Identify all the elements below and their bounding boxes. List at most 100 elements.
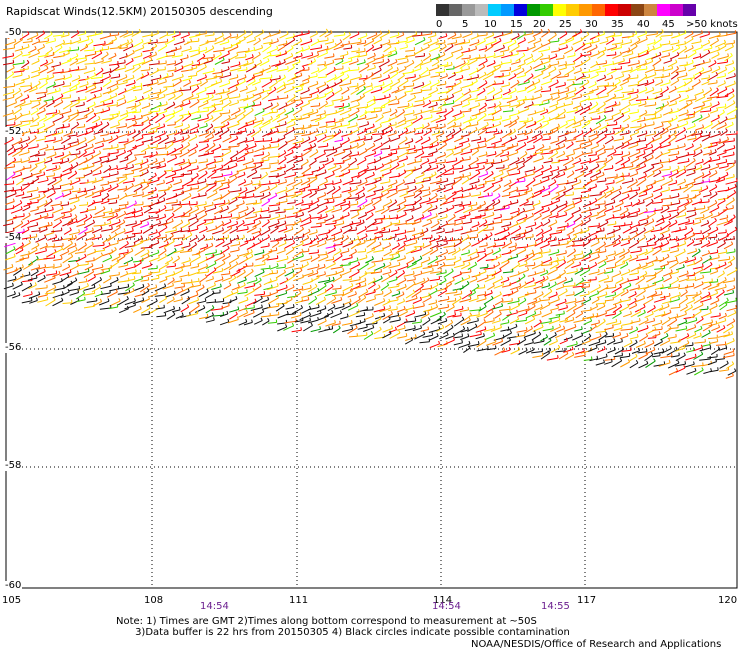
wind-barb <box>661 55 670 58</box>
wind-barb-flag <box>694 64 697 69</box>
wind-barb <box>542 42 551 47</box>
wind-barb <box>182 77 192 82</box>
wind-barb-flag <box>444 81 447 85</box>
wind-barb <box>470 89 480 93</box>
wind-barb <box>116 101 127 107</box>
wind-barb <box>431 61 440 67</box>
wind-barb <box>678 57 687 59</box>
wind-barb <box>348 55 360 60</box>
wind-barb <box>340 69 350 75</box>
wind-barb <box>611 42 623 45</box>
wind-barb <box>477 124 489 131</box>
wind-barb <box>614 75 624 80</box>
wind-barb-flag <box>476 67 479 71</box>
wind-barb-flag <box>442 130 445 134</box>
wind-barb-flag <box>285 102 288 106</box>
wind-barb-flag <box>395 50 398 54</box>
wind-barb-flag <box>100 93 102 97</box>
wind-barb-flag <box>258 127 262 131</box>
wind-barb-flag <box>591 39 594 43</box>
wind-barb <box>611 68 622 71</box>
wind-barb-flag <box>219 112 223 116</box>
wind-barb <box>373 137 383 143</box>
wind-barb-flag <box>381 186 384 190</box>
wind-barb-flag <box>84 137 87 141</box>
wind-barb-flag <box>388 39 391 43</box>
wind-barb-flag <box>117 194 120 198</box>
wind-barb <box>126 98 137 104</box>
wind-barb-flag <box>502 52 505 56</box>
wind-barb <box>189 131 199 135</box>
wind-barb <box>316 84 326 90</box>
wind-barb-flag <box>514 119 518 123</box>
wind-barb <box>259 67 271 73</box>
wind-barb <box>270 104 279 110</box>
wind-barb-flag <box>141 135 144 139</box>
wind-barb <box>134 47 144 52</box>
wind-barb <box>619 80 629 87</box>
wind-barb-flag <box>606 38 609 42</box>
wind-barb-flag <box>45 80 48 84</box>
wind-barb <box>717 55 729 60</box>
wind-barb-flag <box>181 122 184 126</box>
wind-barb <box>590 63 598 69</box>
wind-barb <box>341 139 350 145</box>
wind-barb <box>292 140 304 145</box>
wind-barb <box>372 133 384 136</box>
wind-barb <box>445 131 456 138</box>
wind-barb <box>95 69 104 76</box>
wind-barb-flag <box>70 129 73 133</box>
wind-barb-flag <box>611 107 614 111</box>
wind-barb-flag <box>236 135 239 139</box>
wind-barb <box>117 133 130 138</box>
wind-barb-flag <box>37 58 40 62</box>
wind-barb <box>262 54 272 60</box>
wind-barb-flag <box>262 117 264 121</box>
wind-barb-flag <box>459 127 462 131</box>
wind-barb <box>316 48 329 53</box>
wind-barb-flag <box>174 60 177 64</box>
wind-barb-flag <box>206 99 209 104</box>
wind-barb-flag <box>292 85 295 89</box>
wind-barb-flag <box>87 36 90 40</box>
wind-barb-flag <box>475 78 478 82</box>
wind-barb-flag <box>367 121 370 125</box>
wind-barb-flag <box>165 86 168 90</box>
wind-barb <box>236 130 247 134</box>
wind-barb <box>147 82 159 87</box>
wind-barb <box>123 45 134 52</box>
wind-barb <box>198 97 209 101</box>
wind-barb-flag <box>700 44 703 48</box>
wind-barb-flag <box>390 65 394 69</box>
wind-barb-flag <box>540 134 543 138</box>
wind-barb-flag <box>69 87 72 91</box>
wind-barb <box>725 75 736 80</box>
wind-barb <box>253 91 265 97</box>
wind-barb-flag <box>30 193 33 197</box>
wind-barb-flag <box>452 128 456 132</box>
wind-barb <box>614 88 623 93</box>
wind-barb-flag <box>26 59 30 63</box>
wind-barb <box>395 122 407 128</box>
wind-barb-flag <box>254 116 257 120</box>
wind-barb <box>429 56 440 61</box>
wind-barb-flag <box>262 108 265 112</box>
wind-barb <box>286 123 296 129</box>
wind-barb <box>131 103 141 111</box>
wind-barb-flag <box>668 72 671 76</box>
wind-barb-flag <box>85 114 88 118</box>
wind-barb-flag <box>452 100 455 104</box>
wind-barb <box>698 115 710 122</box>
wind-barb-flag <box>78 75 81 79</box>
wind-barb <box>423 40 432 45</box>
wind-barb-flag <box>661 79 664 83</box>
wind-barb-flag <box>461 135 464 139</box>
wind-barb-flag <box>222 89 225 93</box>
wind-barb <box>430 81 440 88</box>
wind-barb <box>167 69 177 72</box>
wind-barb <box>683 102 693 109</box>
wind-barb <box>556 75 569 79</box>
wind-barb-flag <box>492 205 495 209</box>
wind-barb <box>430 110 442 113</box>
wind-barb <box>38 116 47 122</box>
